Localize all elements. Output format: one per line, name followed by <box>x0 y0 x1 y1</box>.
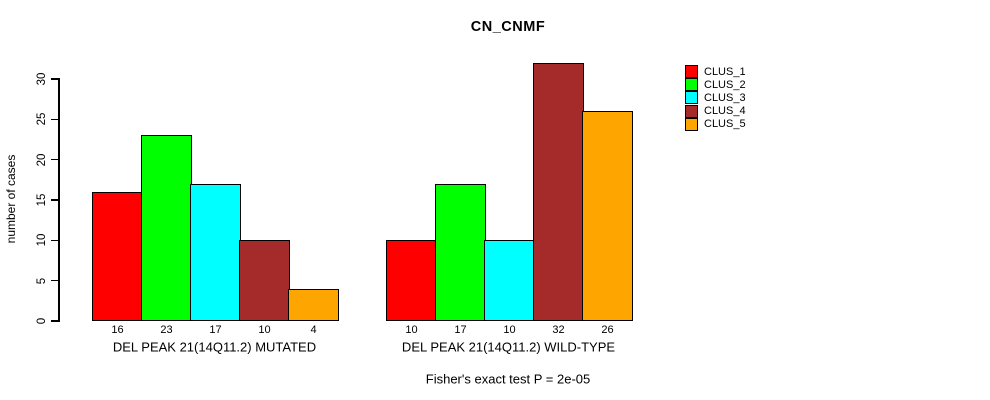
bar-value-label: 10 <box>503 324 516 336</box>
bar-clus_3-group2 <box>484 240 535 321</box>
legend-item-clus_2: CLUS_2 <box>685 78 746 92</box>
legend-label: CLUS_2 <box>704 78 746 91</box>
legend-swatch-clus_5 <box>685 117 698 131</box>
legend-label: CLUS_3 <box>704 91 746 104</box>
bar-value-label: 4 <box>310 324 317 336</box>
legend-swatch-clus_4 <box>685 104 698 118</box>
y-tick-mark-0 <box>51 320 58 322</box>
legend-swatch-clus_2 <box>685 78 698 92</box>
y-tick-mark-20 <box>51 158 58 161</box>
bar-clus_2-group2 <box>435 183 486 321</box>
legend-item-clus_5: CLUS_5 <box>685 117 746 131</box>
legend-item-clus_1: CLUS_1 <box>685 65 746 79</box>
bar-clus_1-group1 <box>92 191 143 321</box>
bar-clus_5-group2 <box>582 111 633 321</box>
y-tick-label-15: 15 <box>36 193 48 207</box>
bar-value-label: 17 <box>209 324 222 336</box>
y-tick-label-20: 20 <box>36 153 48 167</box>
bar-value-label: 32 <box>552 324 565 336</box>
bar-value-label: 16 <box>111 324 124 336</box>
group-label-1: DEL PEAK 21(14Q11.2) MUTATED <box>112 339 317 355</box>
legend: CLUS_1 CLUS_2 CLUS_3 CLUS_4 CLUS_5 <box>685 65 746 131</box>
caption-fisher-test: Fisher's exact test P = 2e-05 <box>425 371 591 387</box>
y-tick-mark-5 <box>51 279 58 282</box>
legend-label: CLUS_4 <box>704 105 746 118</box>
y-tick-label-25: 25 <box>36 112 48 126</box>
bar-value-label: 10 <box>258 324 271 336</box>
y-tick-mark-10 <box>51 239 58 242</box>
y-tick-label-5: 5 <box>36 277 48 284</box>
legend-swatch-clus_1 <box>685 65 698 79</box>
chart-title: CN_CNMF <box>470 19 546 35</box>
legend-item-clus_4: CLUS_4 <box>685 104 746 118</box>
bar-clus_4-group1 <box>239 240 290 321</box>
bar-clus_1-group2 <box>386 240 437 321</box>
group-label-2: DEL PEAK 21(14Q11.2) WILD-TYPE <box>401 339 616 355</box>
legend-item-clus_3: CLUS_3 <box>685 91 746 105</box>
y-tick-label-0: 0 <box>36 317 48 325</box>
bar-value-label: 10 <box>405 324 418 336</box>
y-axis-label: number of cases <box>4 154 18 244</box>
y-tick-label-10: 10 <box>36 233 48 247</box>
y-tick-label-30: 30 <box>36 72 48 86</box>
bar-value-label: 26 <box>601 324 614 336</box>
bar-value-label: 23 <box>160 324 173 336</box>
bar-clus_2-group1 <box>141 135 192 321</box>
legend-swatch-clus_3 <box>685 91 698 105</box>
legend-label: CLUS_5 <box>704 118 746 131</box>
y-tick-mark-25 <box>51 118 58 121</box>
bar-clus_4-group2 <box>533 62 584 321</box>
bar-clus_5-group1 <box>288 288 339 321</box>
y-axis-line <box>58 78 60 322</box>
y-tick-mark-15 <box>51 199 58 201</box>
y-tick-mark-30 <box>51 78 58 80</box>
bar-clus_3-group1 <box>190 183 241 321</box>
bar-value-label: 17 <box>454 324 467 336</box>
legend-label: CLUS_1 <box>704 65 746 78</box>
